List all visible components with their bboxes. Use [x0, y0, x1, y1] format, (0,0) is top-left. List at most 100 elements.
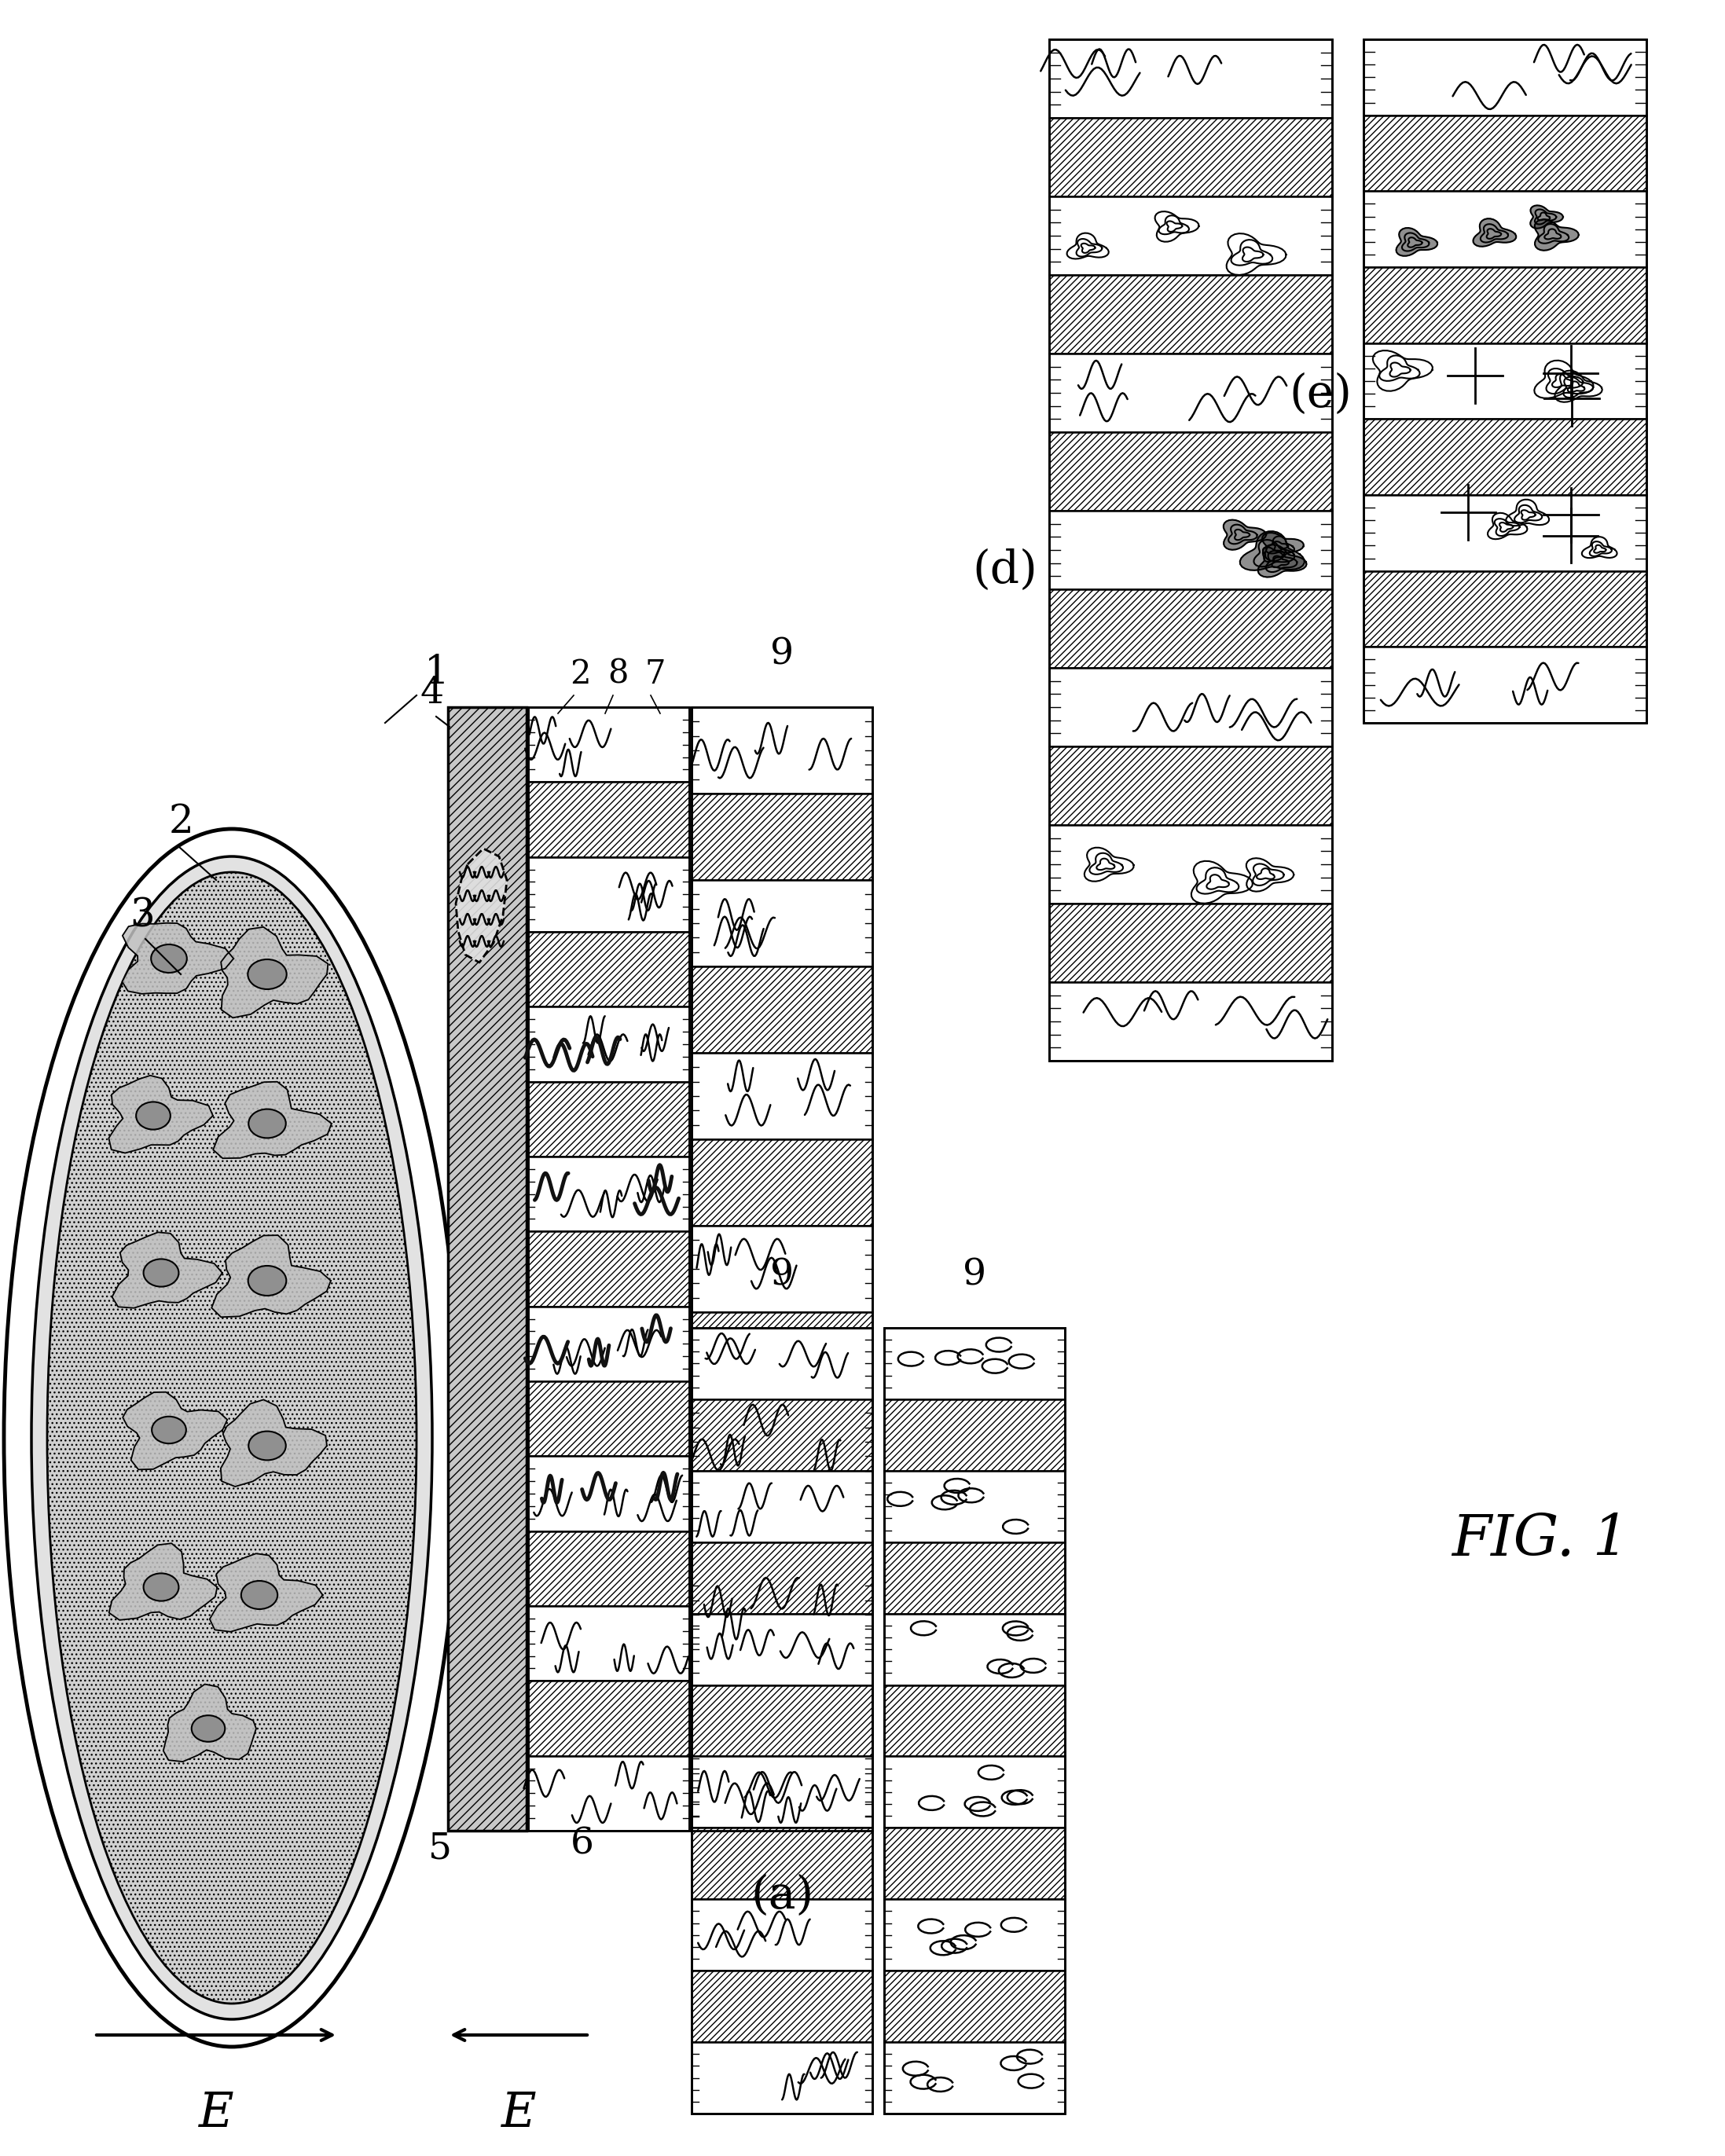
Text: 3: 3	[129, 897, 155, 936]
Bar	[885, 1757, 1064, 1828]
Bar	[528, 1156, 690, 1231]
Bar	[1363, 114, 1646, 192]
Ellipse shape	[152, 944, 186, 972]
Ellipse shape	[248, 1432, 286, 1460]
Bar	[692, 1658, 873, 1744]
Ellipse shape	[136, 1102, 171, 1130]
Bar	[528, 1082, 690, 1156]
Text: 7: 7	[645, 658, 666, 690]
Bar	[528, 1455, 690, 1531]
Bar	[692, 1899, 873, 1971]
Bar	[692, 707, 873, 793]
Bar	[885, 2042, 1064, 2113]
Bar	[692, 707, 873, 1830]
Polygon shape	[1240, 530, 1304, 571]
Bar	[885, 1399, 1064, 1470]
Bar	[692, 966, 873, 1052]
Text: 9: 9	[963, 1257, 987, 1291]
Polygon shape	[221, 1399, 328, 1488]
Bar	[528, 1755, 690, 1830]
Polygon shape	[1223, 520, 1266, 550]
Bar	[692, 880, 873, 966]
Bar	[1049, 983, 1332, 1061]
Bar	[885, 1470, 1064, 1542]
Bar	[1049, 511, 1332, 589]
Ellipse shape	[191, 1716, 224, 1742]
Polygon shape	[1263, 533, 1304, 561]
Polygon shape	[1530, 205, 1563, 229]
Polygon shape	[1473, 218, 1516, 246]
Bar	[1363, 267, 1646, 343]
Text: 2: 2	[169, 802, 193, 841]
Bar	[692, 1052, 873, 1138]
Polygon shape	[122, 923, 233, 994]
Bar	[885, 1899, 1064, 1971]
Bar	[692, 1613, 873, 1686]
Bar	[885, 1328, 1064, 2113]
Ellipse shape	[143, 1574, 179, 1602]
Bar	[692, 793, 873, 880]
Text: 6: 6	[571, 1826, 593, 1863]
Ellipse shape	[143, 1259, 179, 1287]
Bar	[528, 1531, 690, 1606]
Bar	[885, 1686, 1064, 1757]
Text: E: E	[198, 2089, 233, 2137]
Bar	[692, 1542, 873, 1613]
Bar	[1049, 119, 1332, 196]
Bar	[692, 1227, 873, 1313]
Bar	[528, 856, 690, 931]
Text: FIG. 1: FIG. 1	[1452, 1511, 1628, 1567]
Bar	[528, 1307, 690, 1382]
Ellipse shape	[31, 856, 433, 2020]
Bar	[692, 1138, 873, 1227]
Bar	[692, 1686, 873, 1757]
Bar	[885, 1971, 1064, 2042]
Bar	[528, 1382, 690, 1455]
Text: 1: 1	[424, 653, 450, 692]
Ellipse shape	[242, 1580, 278, 1608]
Bar	[692, 1328, 873, 1399]
Text: 5: 5	[428, 1830, 452, 1867]
Bar	[1049, 354, 1332, 431]
Bar	[885, 1613, 1064, 1686]
Bar	[692, 1399, 873, 1485]
Bar	[692, 1399, 873, 1470]
Text: (e): (e)	[1289, 373, 1352, 416]
Polygon shape	[1535, 220, 1578, 250]
Ellipse shape	[248, 1108, 286, 1138]
Ellipse shape	[152, 1416, 186, 1445]
Bar	[1049, 39, 1332, 1061]
Polygon shape	[112, 1233, 223, 1309]
Bar	[1049, 903, 1332, 983]
Bar	[692, 1572, 873, 1658]
Bar	[1363, 571, 1646, 647]
Text: 8: 8	[607, 658, 628, 690]
Text: (a): (a)	[750, 1874, 814, 1919]
Bar	[692, 1328, 873, 2113]
Ellipse shape	[3, 828, 461, 2046]
Bar	[692, 2042, 873, 2113]
Bar	[885, 1542, 1064, 1613]
Ellipse shape	[47, 873, 416, 2003]
Bar	[1049, 826, 1332, 903]
Bar	[1049, 746, 1332, 826]
Bar	[1049, 431, 1332, 511]
Bar	[692, 1470, 873, 1542]
Ellipse shape	[248, 959, 286, 990]
Bar	[1049, 589, 1332, 668]
Bar	[692, 1485, 873, 1572]
Bar	[1049, 39, 1332, 119]
Text: E: E	[502, 2089, 536, 2137]
Ellipse shape	[248, 1266, 286, 1296]
Bar	[1363, 192, 1646, 267]
Bar	[692, 1757, 873, 1828]
Polygon shape	[164, 1684, 255, 1761]
Bar	[692, 1971, 873, 2042]
Polygon shape	[109, 1544, 217, 1619]
Polygon shape	[214, 1082, 331, 1158]
Polygon shape	[109, 1076, 212, 1153]
Bar	[1363, 343, 1646, 418]
Bar	[1049, 196, 1332, 276]
Bar	[1049, 668, 1332, 746]
Text: 9: 9	[769, 636, 794, 673]
